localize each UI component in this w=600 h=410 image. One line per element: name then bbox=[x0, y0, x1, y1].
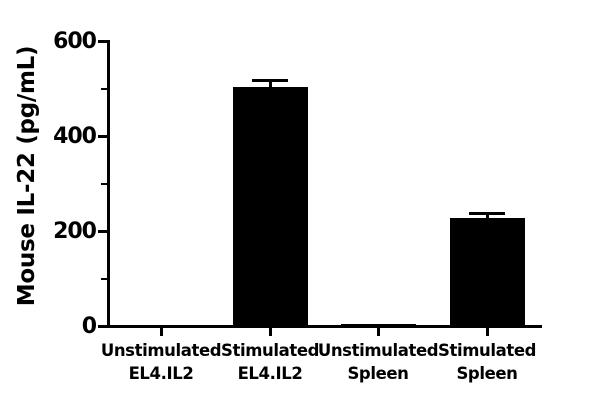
x-category-line1: Unstimulated bbox=[100, 341, 222, 360]
y-minor-tick bbox=[101, 182, 107, 186]
bar bbox=[340, 323, 416, 328]
error-bar-whisker bbox=[485, 213, 489, 221]
x-category-line1: Stimulated bbox=[437, 341, 537, 360]
y-major-tick bbox=[98, 230, 107, 233]
y-tick-label: 0 bbox=[81, 313, 97, 339]
x-tick bbox=[159, 328, 163, 336]
y-minor-tick bbox=[101, 277, 107, 281]
x-tick bbox=[485, 328, 489, 336]
error-bar-cap bbox=[469, 211, 505, 215]
x-axis-line bbox=[107, 325, 542, 328]
y-major-tick bbox=[98, 325, 107, 328]
x-tick bbox=[268, 328, 272, 336]
y-axis-line bbox=[107, 40, 110, 328]
x-category-line2: EL4.IL2 bbox=[237, 363, 303, 383]
x-category-line1: Stimulated bbox=[220, 341, 320, 360]
y-major-tick bbox=[98, 40, 107, 43]
x-category-line1: Unstimulated bbox=[317, 341, 439, 360]
x-category-label: Stimulated Spleen bbox=[412, 340, 562, 385]
x-category-label: Stimulated EL4.IL2 bbox=[195, 340, 345, 385]
x-category-line2: Spleen bbox=[456, 363, 518, 383]
x-tick bbox=[376, 328, 380, 336]
x-category-line2: Spleen bbox=[347, 363, 409, 383]
y-tick-label: 600 bbox=[53, 28, 97, 54]
y-tick-label: 400 bbox=[53, 123, 97, 149]
x-category-label: Unstimulated Spleen bbox=[303, 340, 453, 385]
x-category-line2: EL4.IL2 bbox=[128, 363, 194, 383]
y-major-tick bbox=[98, 135, 107, 138]
error-bar-whisker bbox=[268, 80, 272, 89]
x-category-label: Unstimulated EL4.IL2 bbox=[86, 340, 236, 385]
y-minor-tick bbox=[101, 87, 107, 91]
bar bbox=[449, 218, 525, 328]
error-bar-cap bbox=[252, 79, 288, 83]
bar bbox=[232, 86, 308, 328]
y-tick-label: 200 bbox=[53, 218, 97, 244]
